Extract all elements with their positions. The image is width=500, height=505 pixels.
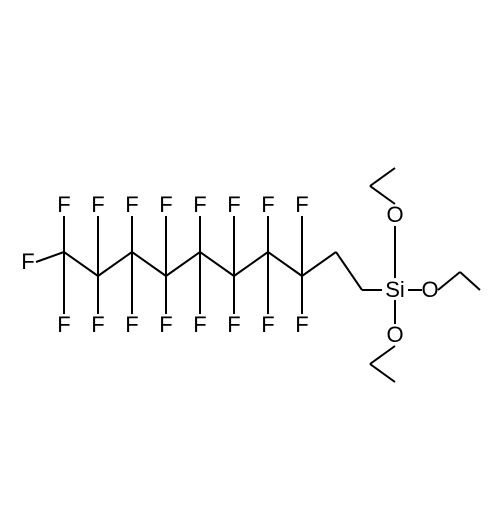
atom-F_left: F — [21, 249, 34, 275]
atom-F7b: F — [261, 312, 274, 338]
atom-F5t: F — [193, 192, 206, 218]
atom-F4b: F — [159, 312, 172, 338]
atom-F3b: F — [125, 312, 138, 338]
atom-F8b: F — [295, 312, 308, 338]
atom-F3t: F — [125, 192, 138, 218]
molecule-canvas: FFFFFFFFFFFFFFFFFOOOSi — [0, 0, 500, 500]
atom-F8t: F — [295, 192, 308, 218]
atom-F2t: F — [91, 192, 104, 218]
atom-Si: Si — [385, 277, 405, 303]
atom-F1t: F — [57, 192, 70, 218]
atom-F6t: F — [227, 192, 240, 218]
atom-O2: O — [421, 277, 438, 303]
atom-F7t: F — [261, 192, 274, 218]
atom-F4t: F — [159, 192, 172, 218]
atom-F6b: F — [227, 312, 240, 338]
atom-O3: O — [386, 322, 403, 348]
atom-O1: O — [386, 202, 403, 228]
atom-F1b: F — [57, 312, 70, 338]
bonds-svg — [0, 0, 500, 500]
atom-F5b: F — [193, 312, 206, 338]
atom-F2b: F — [91, 312, 104, 338]
